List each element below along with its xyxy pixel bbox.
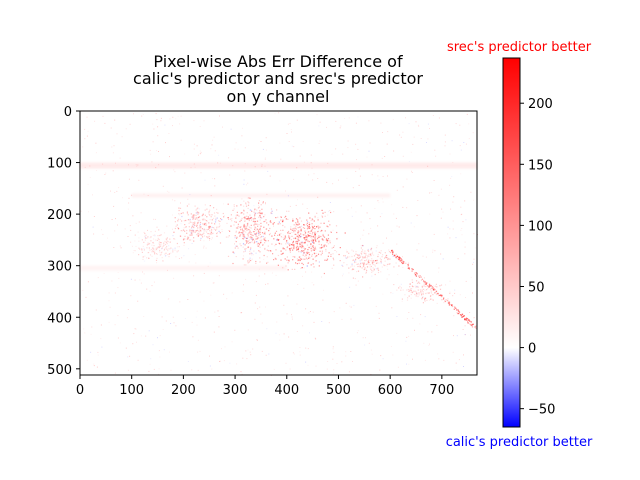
title-line-3: on y channel: [227, 87, 330, 106]
axes-frame: [79, 110, 478, 376]
colorbar-tick-label: −50: [528, 403, 555, 418]
x-tick-label: 500: [326, 383, 351, 398]
colorbar-gradient: [502, 57, 521, 428]
x-tick-label: 400: [274, 383, 299, 398]
colorbar-top-label: srec's predictor better: [447, 40, 592, 55]
y-tick-label: 400: [47, 311, 72, 326]
y-tick-label: 100: [47, 157, 72, 172]
chart-title: Pixel-wise Abs Err Difference of calic's…: [133, 52, 423, 106]
title-line-2: calic's predictor and srec's predictor: [133, 69, 423, 88]
colorbar-tick-label: 150: [528, 158, 553, 173]
colorbar: srec's predictor better −50050100150200 …: [446, 40, 593, 450]
x-tick-label: 300: [223, 383, 248, 398]
colorbar-tick-label: 0: [528, 342, 536, 357]
heatmap-image: [80, 111, 478, 376]
heatmap-axes: 0 100 200 300 400 500 600 700 0 100 200 300 400 500: [47, 105, 478, 398]
colorbar-tick-label: 200: [528, 97, 553, 112]
x-tick-label: 700: [429, 383, 454, 398]
colorbar-tick-label: 50: [528, 280, 545, 295]
x-tick-label: 100: [119, 383, 144, 398]
colorbar-bottom-label: calic's predictor better: [446, 435, 593, 450]
colorbar-tick-label: 100: [528, 219, 553, 234]
y-tick-label: 200: [47, 208, 72, 223]
x-tick-label: 600: [378, 383, 403, 398]
x-tick-label: 0: [76, 383, 84, 398]
title-line-1: Pixel-wise Abs Err Difference of: [153, 52, 403, 71]
y-tick-label: 300: [47, 260, 72, 275]
x-tick-label: 200: [171, 383, 196, 398]
y-tick-label: 0: [64, 105, 72, 120]
y-tick-label: 500: [47, 363, 72, 378]
